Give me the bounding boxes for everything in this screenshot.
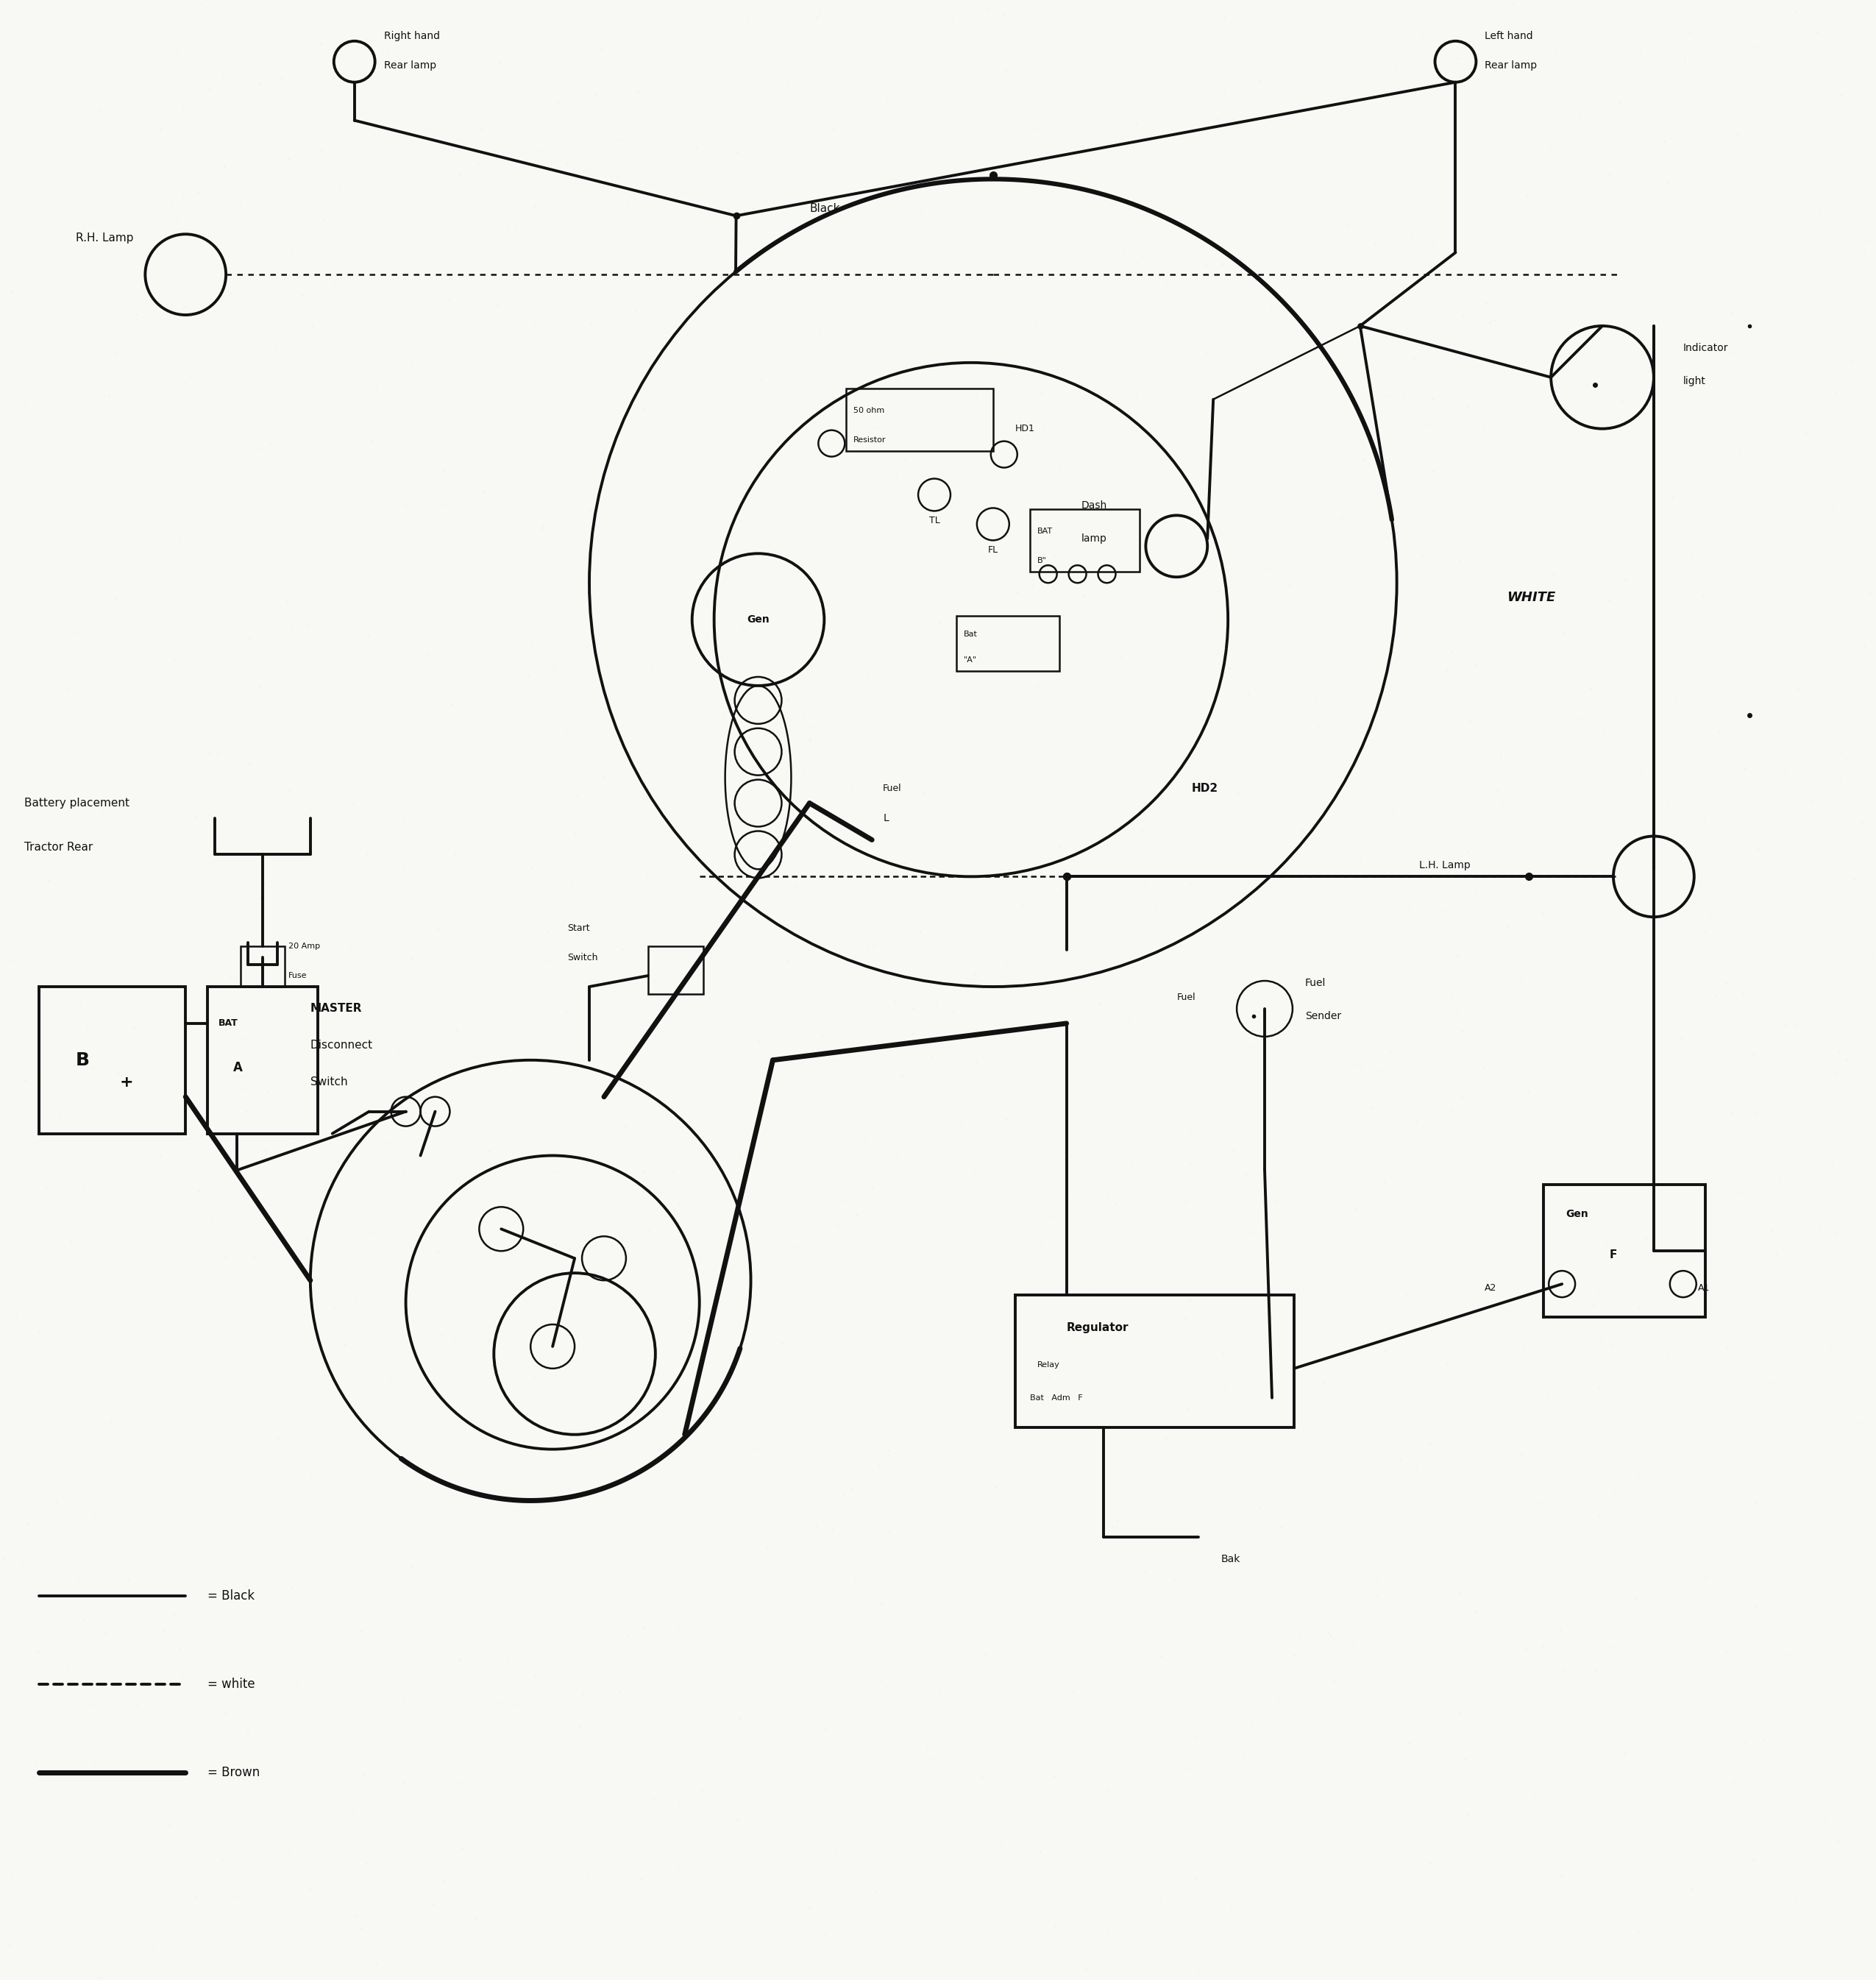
Text: Indicator: Indicator [1683, 343, 1728, 352]
Text: lamp: lamp [1081, 535, 1107, 544]
Bar [39, 986, 186, 1133]
Text: BAT: BAT [1037, 529, 1052, 535]
Text: Rear lamp: Rear lamp [1486, 59, 1536, 71]
Text: +: + [120, 1075, 133, 1089]
Text: Switch: Switch [310, 1077, 347, 1087]
Bar [240, 946, 285, 986]
Text: Rear lamp: Rear lamp [385, 59, 435, 71]
Text: MASTER: MASTER [310, 1004, 362, 1014]
Text: Resistor: Resistor [854, 436, 885, 444]
Text: Fuel: Fuel [1306, 978, 1326, 988]
Text: Gen: Gen [1566, 1210, 1589, 1220]
Text: Right hand: Right hand [385, 32, 439, 42]
Bar [1015, 1295, 1294, 1428]
Text: B": B" [1037, 556, 1047, 564]
Text: = Black: = Black [208, 1590, 255, 1602]
Text: TL: TL [929, 515, 940, 525]
Text: HD2: HD2 [1191, 782, 1218, 794]
Text: Black: Black [810, 202, 840, 214]
Text: Bak: Bak [1221, 1554, 1240, 1564]
Text: Relay: Relay [1037, 1360, 1060, 1368]
Text: Bat: Bat [964, 630, 977, 638]
Text: F: F [1610, 1249, 1617, 1259]
Bar [208, 986, 317, 1133]
Text: Disconnect: Disconnect [310, 1040, 373, 1051]
Text: A2: A2 [1486, 1283, 1497, 1293]
Text: Fuel: Fuel [884, 784, 902, 794]
Bar [647, 946, 704, 994]
Text: Gen: Gen [747, 614, 769, 626]
Text: light: light [1683, 376, 1705, 386]
Bar [846, 388, 992, 451]
Text: Switch: Switch [567, 952, 598, 962]
Text: Sender: Sender [1306, 1012, 1341, 1022]
Text: 50 ohm: 50 ohm [854, 406, 885, 414]
Text: 20 Amp: 20 Amp [289, 942, 321, 950]
Text: HD1: HD1 [1015, 424, 1036, 434]
Text: L.H. Lamp: L.H. Lamp [1418, 861, 1471, 871]
Text: Dash: Dash [1081, 501, 1107, 511]
Text: R.H. Lamp: R.H. Lamp [75, 232, 133, 244]
Text: Fuel: Fuel [1176, 992, 1195, 1002]
Text: L: L [884, 812, 889, 824]
Text: BAT: BAT [219, 1018, 238, 1028]
Text: Left hand: Left hand [1486, 32, 1533, 42]
Text: Regulator: Regulator [1066, 1323, 1129, 1335]
Text: Fuse: Fuse [289, 972, 308, 980]
Text: B: B [75, 1051, 90, 1069]
Text: Tractor Rear: Tractor Rear [24, 841, 92, 853]
Text: = white: = white [208, 1677, 255, 1691]
Text: A: A [233, 1061, 242, 1073]
Text: Bat   Adm   F: Bat Adm F [1030, 1394, 1082, 1402]
Bar [1030, 509, 1141, 572]
Text: Battery placement: Battery placement [24, 798, 129, 808]
Text: A1: A1 [1698, 1283, 1709, 1293]
Bar [957, 616, 1060, 671]
Text: Start: Start [567, 923, 589, 933]
Text: "A": "A" [964, 655, 977, 663]
Bar [1544, 1184, 1705, 1317]
Text: WHITE: WHITE [1506, 590, 1555, 604]
Text: = Brown: = Brown [208, 1766, 261, 1778]
Text: FL: FL [989, 544, 998, 554]
